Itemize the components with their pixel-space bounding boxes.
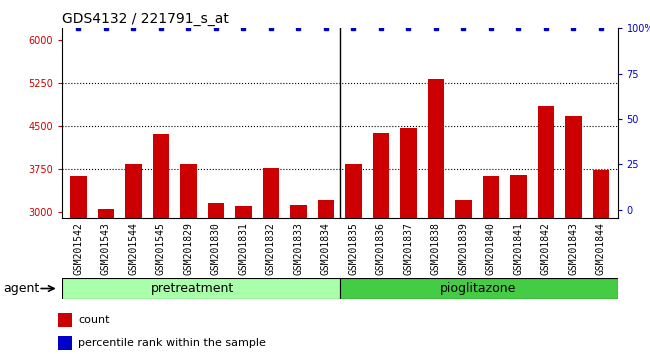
Bar xyxy=(372,133,389,354)
Bar xyxy=(290,205,307,354)
Bar xyxy=(566,115,582,354)
Bar xyxy=(153,135,169,354)
Bar xyxy=(593,170,609,354)
Text: GSM201829: GSM201829 xyxy=(183,222,193,275)
Text: percentile rank within the sample: percentile rank within the sample xyxy=(79,338,266,348)
Bar xyxy=(62,278,339,299)
Text: GSM201841: GSM201841 xyxy=(514,222,523,275)
Bar xyxy=(58,313,72,327)
Text: GSM201840: GSM201840 xyxy=(486,222,496,275)
Text: pretreatment: pretreatment xyxy=(151,282,234,295)
Bar xyxy=(318,200,334,354)
Text: GSM201844: GSM201844 xyxy=(596,222,606,275)
Text: GSM201836: GSM201836 xyxy=(376,222,386,275)
Text: pioglitazone: pioglitazone xyxy=(440,282,517,295)
Bar xyxy=(207,203,224,354)
Text: GSM201831: GSM201831 xyxy=(239,222,248,275)
Bar xyxy=(263,169,279,354)
Text: GSM201834: GSM201834 xyxy=(321,222,331,275)
Bar xyxy=(98,209,114,354)
Text: GSM201544: GSM201544 xyxy=(128,222,138,275)
Text: GSM201833: GSM201833 xyxy=(293,222,304,275)
Bar xyxy=(58,336,72,350)
Bar xyxy=(235,206,252,354)
Bar xyxy=(180,164,196,354)
Bar xyxy=(70,176,86,354)
Text: GSM201542: GSM201542 xyxy=(73,222,83,275)
Bar xyxy=(510,175,526,354)
Bar xyxy=(345,164,361,354)
Text: agent: agent xyxy=(3,282,40,295)
Bar xyxy=(538,106,554,354)
Text: GSM201835: GSM201835 xyxy=(348,222,358,275)
Bar xyxy=(428,79,444,354)
Text: GSM201830: GSM201830 xyxy=(211,222,221,275)
Text: count: count xyxy=(79,315,110,325)
Text: GSM201843: GSM201843 xyxy=(569,222,578,275)
Bar xyxy=(400,128,417,354)
Text: GSM201543: GSM201543 xyxy=(101,222,111,275)
Bar xyxy=(483,176,499,354)
Text: GSM201838: GSM201838 xyxy=(431,222,441,275)
Text: GSM201839: GSM201839 xyxy=(458,222,469,275)
Bar xyxy=(339,278,618,299)
Text: GDS4132 / 221791_s_at: GDS4132 / 221791_s_at xyxy=(62,12,229,27)
Text: GSM201832: GSM201832 xyxy=(266,222,276,275)
Text: GSM201842: GSM201842 xyxy=(541,222,551,275)
Bar xyxy=(455,200,472,354)
Text: GSM201545: GSM201545 xyxy=(156,222,166,275)
Text: GSM201837: GSM201837 xyxy=(404,222,413,275)
Bar xyxy=(125,164,142,354)
